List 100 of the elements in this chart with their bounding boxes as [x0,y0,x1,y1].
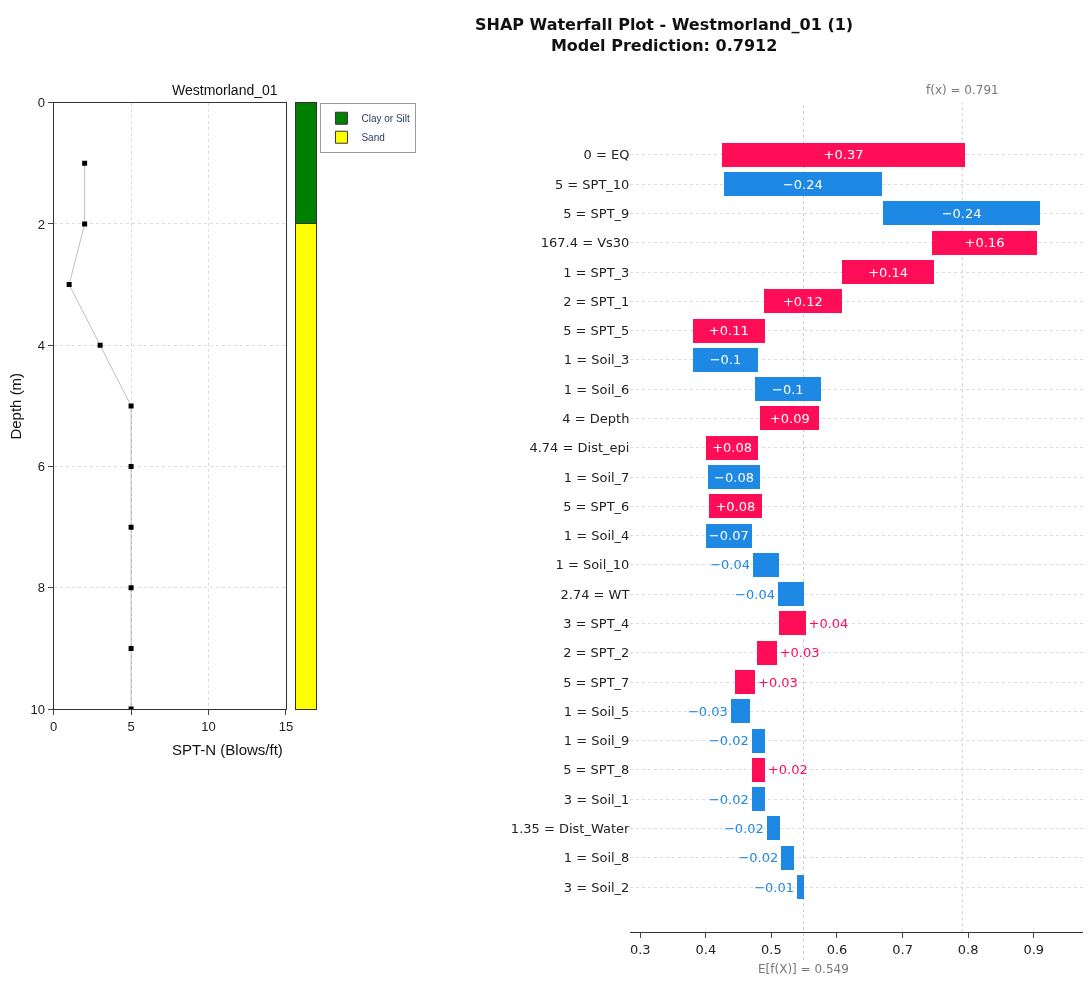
data-label: −0.02 [738,850,779,866]
bar [692,347,759,372]
y-tick-label: 3 = Soil_1 [563,791,630,807]
ref-line-label: f(x) = 0.791 [926,83,999,97]
data-label: +0.09 [769,410,810,426]
x-tick-label: 0.3 [629,942,651,958]
point [97,342,103,348]
x-tick-label: 10 [201,718,216,734]
y-tick-label: 5 = SPT_8 [563,762,630,778]
x-tick-label: 5 [127,718,135,734]
data-label: +0.02 [767,762,808,778]
legend-label: Sand [361,132,385,144]
y-tick-label: 2.74 = WT [560,586,630,602]
y-tick-label: 1 = Soil_6 [563,381,630,397]
data-label: −0.04 [710,557,751,573]
bar [842,260,935,285]
point [82,221,88,227]
data-label: +0.11 [708,323,749,339]
x-axis-title: SPT-N (Blows/ft) [172,741,283,758]
y-tick-label: 4 = Depth [562,410,630,426]
point [128,585,134,591]
point [66,282,72,288]
data-label: +0.04 [808,615,849,631]
data-label: −0.24 [941,205,982,221]
data-label: −0.24 [782,176,823,192]
y-tick-label: 1 = Soil_4 [563,528,630,544]
y-tick-label: 1 = Soil_7 [563,469,630,485]
y-tick-label: 4 [37,337,46,353]
point [128,524,134,530]
point [82,160,88,166]
data-label: −0.02 [723,820,764,836]
y-tick-label: 5 = SPT_9 [563,205,630,221]
y-tick-label: 4.74 = Dist_epi [529,440,630,456]
data-label: +0.37 [823,147,864,163]
y-tick-label: 1 = Soil_8 [563,850,630,866]
y-tick-label: 5 = SPT_10 [554,176,630,192]
ref-line-label: E[f(X)] = 0.549 [758,962,849,976]
data-label: +0.14 [868,264,909,280]
bar [882,201,1041,226]
data-label: +0.03 [779,645,820,661]
point [128,403,134,409]
x-tick-label: 15 [278,718,294,734]
y-tick-label: 0 = EQ [583,147,630,163]
bar [692,318,765,343]
bar [751,728,765,753]
y-tick-label: 2 = SPT_2 [563,645,630,661]
data-label: +0.03 [758,674,798,690]
data-label: −0.02 [708,791,749,807]
y-axis-title: Depth (m) [6,372,24,440]
x-tick-label: 0.8 [957,942,979,958]
bar [730,699,751,724]
x-tick-label: 0.4 [695,942,717,958]
data-label: −0.01 [754,879,794,895]
bar [753,552,780,577]
bar [932,230,1038,255]
bar [781,845,795,870]
bar [751,757,765,782]
bar [763,289,843,314]
y-tick-label: 1 = SPT_3 [563,264,630,280]
bar [735,670,756,695]
bar [777,582,805,607]
point [128,464,134,470]
bar [751,787,765,812]
y-tick-label: 5 = SPT_6 [563,498,630,514]
x-tick-label: 0 [50,718,58,734]
bar [722,142,965,167]
data-label: +0.12 [782,293,823,309]
x-tick-label: 0.7 [892,942,913,958]
data-label: −0.1 [709,352,742,368]
x-tick-label: 0.5 [761,942,782,958]
data-label: −0.07 [708,528,749,544]
chart-title: SHAP Waterfall Plot - Westmorland_01 (1) [475,15,854,34]
y-tick-label: 2 = SPT_1 [563,293,630,309]
y-tick-label: 6 [37,459,46,475]
data-label: −0.02 [708,733,749,749]
point [128,645,134,651]
y-tick-label: 1 = Soil_3 [563,352,630,368]
data-label: −0.04 [735,586,775,602]
bar [766,816,780,841]
y-tick-label: 1 = Soil_5 [563,703,630,719]
bar [724,172,882,197]
y-tick-label: 167.4 = Vs30 [540,235,630,251]
y-tick-label: 1 = Soil_9 [563,733,630,749]
chart-title: Westmorland_01 [172,82,278,98]
data-label: −0.03 [687,703,728,719]
y-tick-label: 1 = Soil_10 [555,557,630,573]
x-tick-label: 0.6 [826,942,848,958]
y-tick-label: 1.35 = Dist_Water [510,821,631,836]
y-tick-label: 10 [30,701,46,717]
data-label: +0.08 [715,498,756,514]
y-tick-label: 3 = SPT_4 [563,615,630,631]
y-tick-label: 0 [37,95,46,111]
y-tick-label: 8 [37,580,46,596]
x-tick-label: 0.9 [1023,942,1045,958]
legend-label: Clay or Silt [361,113,411,125]
data-label: +0.08 [712,440,752,456]
chart-subtitle: Model Prediction: 0.7912 [550,35,778,55]
data-label: −0.08 [714,469,754,485]
bar [779,611,806,636]
data-label: +0.16 [964,235,1005,251]
